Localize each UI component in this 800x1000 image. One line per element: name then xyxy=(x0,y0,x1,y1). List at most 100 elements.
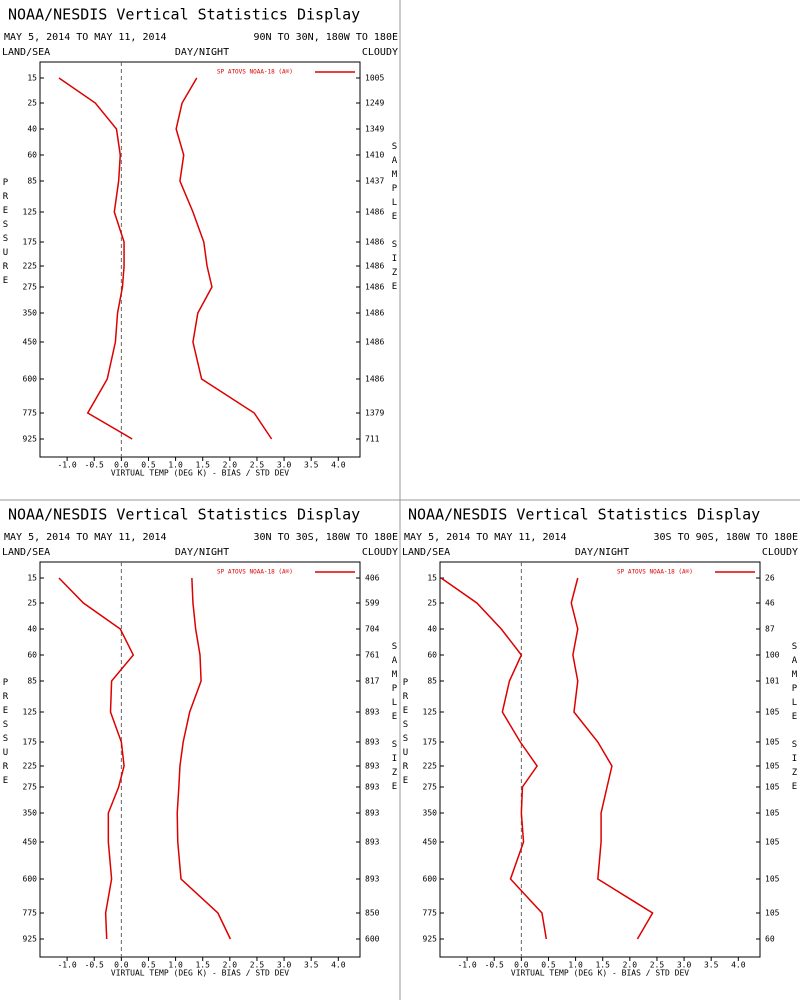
x-tick-label: 4.0 xyxy=(331,461,346,470)
day-night: DAY/NIGHT xyxy=(175,47,229,58)
x-tick-label: -0.5 xyxy=(485,961,504,970)
y-axis-label: PRESSURE xyxy=(1,178,11,290)
sample-size: 893 xyxy=(365,809,380,818)
sample-size: 105 xyxy=(765,762,780,771)
day-night: DAY/NIGHT xyxy=(575,547,629,558)
x-tick-label: 0.0 xyxy=(114,461,129,470)
panel: NOAA/NESDIS Vertical Statistics Display M… xyxy=(401,506,800,978)
panel: NOAA/NESDIS Vertical Statistics Display M… xyxy=(1,506,400,978)
region: 30N TO 30S, 180W TO 180E xyxy=(254,532,399,543)
std-dev-line xyxy=(570,577,654,940)
y-tick-label: 40 xyxy=(27,125,37,134)
y-tick-label: 600 xyxy=(23,375,38,384)
x-axis-label: VIRTUAL TEMP (DEG K) - BIAS / STD DEV xyxy=(111,969,289,978)
sample-size: 60 xyxy=(765,935,775,944)
std-dev-line xyxy=(176,577,232,940)
y-tick-label: 925 xyxy=(23,435,38,444)
y-tick-label: 775 xyxy=(23,409,38,418)
x-tick-label: 3.0 xyxy=(277,961,292,970)
y-tick-label: 25 xyxy=(427,599,437,608)
x-tick-label: 3.5 xyxy=(304,961,319,970)
subtitle: MAY 5, 2014 TO MAY 11, 2014 xyxy=(4,32,167,43)
sample-size: 711 xyxy=(365,435,380,444)
y2-axis-label: SAMPLE SIZE xyxy=(390,642,400,796)
plot-frame xyxy=(39,61,361,458)
sample-size: 893 xyxy=(365,708,380,717)
sample-size: 893 xyxy=(365,738,380,747)
x-tick-label: 1.0 xyxy=(168,961,183,970)
subtitle: MAY 5, 2014 TO MAY 11, 2014 xyxy=(404,532,567,543)
cloudy: CLOUDY xyxy=(362,547,398,558)
sample-size: 1486 xyxy=(365,283,384,292)
plot-frame xyxy=(39,561,361,958)
y-tick-label: 125 xyxy=(23,708,38,717)
y-tick-label: 925 xyxy=(23,935,38,944)
sample-size: 1486 xyxy=(365,309,384,318)
y-tick-label: 15 xyxy=(27,574,37,583)
y-axis-label: PRESSURE xyxy=(401,678,411,790)
x-tick-label: 0.0 xyxy=(114,961,129,970)
x-tick-label: 4.0 xyxy=(731,961,746,970)
y-tick-label: 125 xyxy=(423,708,438,717)
cloudy: CLOUDY xyxy=(362,47,398,58)
x-tick-label: -1.0 xyxy=(457,961,476,970)
x-tick-label: 3.5 xyxy=(304,461,319,470)
sample-size: 1437 xyxy=(365,177,384,186)
panel: NOAA/NESDIS Vertical Statistics Display M… xyxy=(1,6,400,478)
plot-frame xyxy=(439,561,761,958)
legend-label: SP ATOVS NOAA-18 (A®) xyxy=(217,69,293,76)
sample-size: 406 xyxy=(365,574,380,583)
sample-size: 105 xyxy=(765,909,780,918)
sample-size: 817 xyxy=(365,677,380,686)
x-tick-label: -0.5 xyxy=(85,461,104,470)
sample-size: 101 xyxy=(765,677,780,686)
y2-axis-label: SAMPLE SIZE xyxy=(390,142,400,296)
x-tick-label: 3.0 xyxy=(677,961,692,970)
sample-size: 850 xyxy=(365,909,380,918)
y-axis-label: PRESSURE xyxy=(1,678,11,790)
x-tick-label: 2.5 xyxy=(250,961,265,970)
y-tick-label: 350 xyxy=(23,309,38,318)
x-tick-label: 3.0 xyxy=(277,461,292,470)
y-tick-label: 125 xyxy=(23,208,38,217)
y-tick-label: 85 xyxy=(427,677,437,686)
x-tick-label: -1.0 xyxy=(57,961,76,970)
y-tick-label: 60 xyxy=(27,651,37,660)
sample-size: 105 xyxy=(765,708,780,717)
bias-line xyxy=(440,577,548,940)
land-sea: LAND/SEA xyxy=(2,547,50,558)
y-tick-label: 450 xyxy=(23,838,38,847)
y-tick-label: 175 xyxy=(23,238,38,247)
sample-size: 1486 xyxy=(365,338,384,347)
sample-size: 26 xyxy=(765,574,775,583)
chart-title: NOAA/NESDIS Vertical Statistics Display xyxy=(8,506,360,524)
region: 90N TO 30N, 180W TO 180E xyxy=(254,32,399,43)
y-tick-label: 60 xyxy=(427,651,437,660)
x-tick-label: 0.5 xyxy=(141,461,156,470)
land-sea: LAND/SEA xyxy=(402,547,450,558)
y-tick-label: 40 xyxy=(27,625,37,634)
sample-size: 105 xyxy=(765,738,780,747)
std-dev-line xyxy=(175,77,273,440)
y-tick-label: 275 xyxy=(423,783,438,792)
x-tick-label: -1.0 xyxy=(57,461,76,470)
cloudy: CLOUDY xyxy=(762,547,798,558)
y-tick-label: 925 xyxy=(423,935,438,944)
sample-size: 600 xyxy=(365,935,380,944)
sample-size: 893 xyxy=(365,783,380,792)
sample-size: 893 xyxy=(365,875,380,884)
sample-size: 1005 xyxy=(365,74,384,83)
sample-size: 105 xyxy=(765,809,780,818)
sample-size: 105 xyxy=(765,783,780,792)
sample-size: 100 xyxy=(765,651,780,660)
region: 30S TO 90S, 180W TO 180E xyxy=(654,532,799,543)
x-axis-label: VIRTUAL TEMP (DEG K) - BIAS / STD DEV xyxy=(511,969,689,978)
y-tick-label: 60 xyxy=(27,151,37,160)
sample-size: 1486 xyxy=(365,208,384,217)
x-tick-label: 1.5 xyxy=(195,961,210,970)
bias-line xyxy=(58,577,135,940)
x-tick-label: 1.0 xyxy=(568,961,583,970)
bias-line xyxy=(58,77,133,440)
